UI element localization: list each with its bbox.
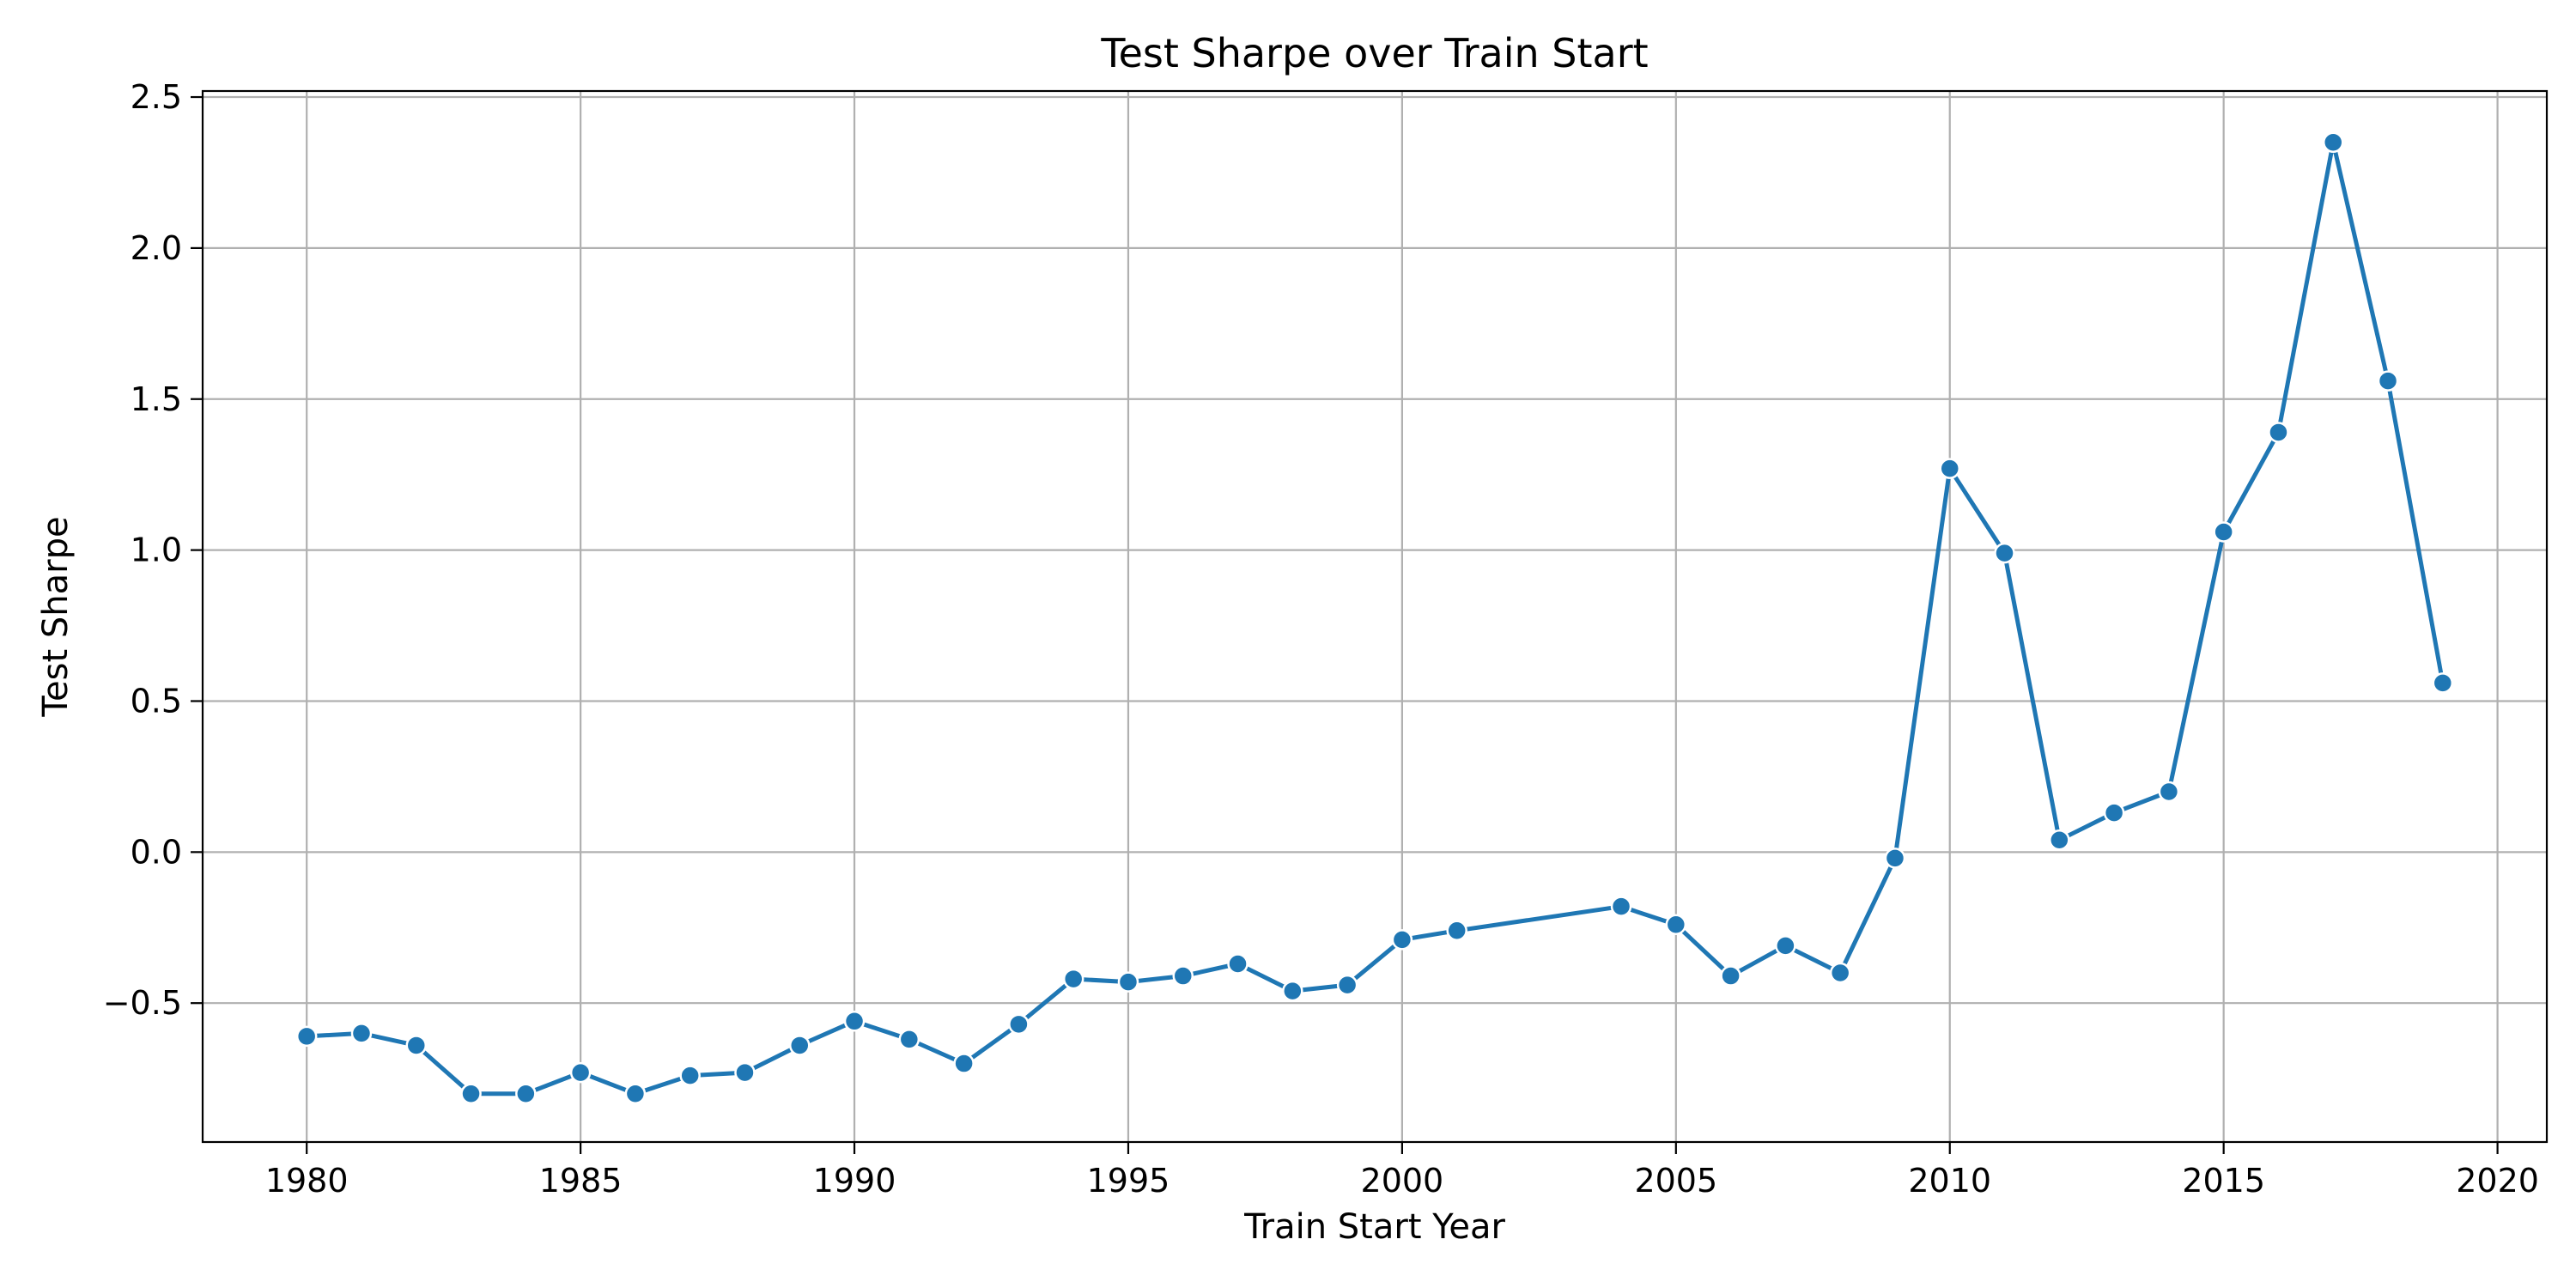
data-point — [405, 1035, 428, 1056]
data-point — [1062, 968, 1084, 990]
data-point — [1775, 935, 1796, 957]
data-point — [2377, 370, 2399, 392]
y-axis-ticks: −0.5 0.0 0.5 1.0 1.5 2.0 2.5 — [103, 78, 203, 1022]
y-tick-label: 1.5 — [131, 380, 182, 418]
data-point — [460, 1083, 482, 1104]
data-point — [1994, 542, 2015, 564]
x-tick-label: 1995 — [1087, 1162, 1170, 1200]
x-tick-label: 2020 — [2456, 1162, 2539, 1200]
data-point — [2432, 672, 2454, 694]
data-point — [1720, 965, 1741, 987]
grid — [203, 91, 2547, 1142]
x-tick-label: 1985 — [539, 1162, 623, 1200]
y-tick-label: 1.0 — [131, 532, 182, 569]
y-tick-label: 0.5 — [131, 682, 182, 720]
y-tick-label: 2.5 — [131, 78, 182, 116]
data-point — [1336, 974, 1358, 996]
chart-title: Test Sharpe over Train Start — [1100, 30, 1648, 76]
data-point — [734, 1061, 756, 1084]
data-point — [953, 1053, 975, 1074]
x-tick-label: 1990 — [813, 1162, 896, 1200]
data-point — [1829, 962, 1851, 984]
data-point — [624, 1083, 647, 1104]
data-point — [1172, 965, 1194, 987]
data-point — [1610, 896, 1632, 917]
data-point — [350, 1023, 373, 1044]
data-point — [1446, 920, 1467, 942]
data-point — [2049, 829, 2070, 851]
data-point — [898, 1029, 920, 1050]
plot-frame — [201, 89, 2549, 1144]
data-point — [1008, 1013, 1030, 1036]
data-point — [1282, 980, 1303, 1002]
x-tick-label: 2005 — [1634, 1162, 1717, 1200]
x-axis-ticks: 1980 1985 1990 1995 2000 2005 2010 2015 2020 — [265, 1142, 2539, 1200]
y-tick-label: 0.0 — [131, 833, 182, 871]
x-axis-label: Train Start Year — [1243, 1207, 1505, 1247]
data-point — [1391, 929, 1413, 951]
data-point — [789, 1035, 811, 1056]
x-tick-label: 2015 — [2182, 1162, 2265, 1200]
data-point — [679, 1065, 701, 1086]
data-point — [1665, 914, 1687, 936]
data-point — [2103, 802, 2125, 823]
data-point — [2213, 521, 2234, 543]
y-tick-label: 2.0 — [131, 229, 182, 267]
series-layer — [295, 131, 2454, 1104]
data-point — [295, 1025, 318, 1048]
data-point — [2322, 131, 2344, 154]
data-point — [2158, 781, 2180, 803]
x-tick-label: 1980 — [265, 1162, 349, 1200]
data-point — [515, 1083, 537, 1104]
x-tick-label: 2000 — [1361, 1162, 1444, 1200]
data-point — [569, 1061, 592, 1084]
y-axis-label: Test Sharpe — [36, 516, 76, 717]
y-tick-label: −0.5 — [103, 984, 182, 1022]
data-point — [1227, 953, 1249, 975]
data-point — [2268, 422, 2289, 443]
data-point — [1884, 848, 1906, 869]
data-point — [843, 1011, 866, 1032]
data-point — [1117, 971, 1139, 993]
data-point — [1939, 458, 1960, 479]
x-tick-label: 2010 — [1908, 1162, 1991, 1200]
